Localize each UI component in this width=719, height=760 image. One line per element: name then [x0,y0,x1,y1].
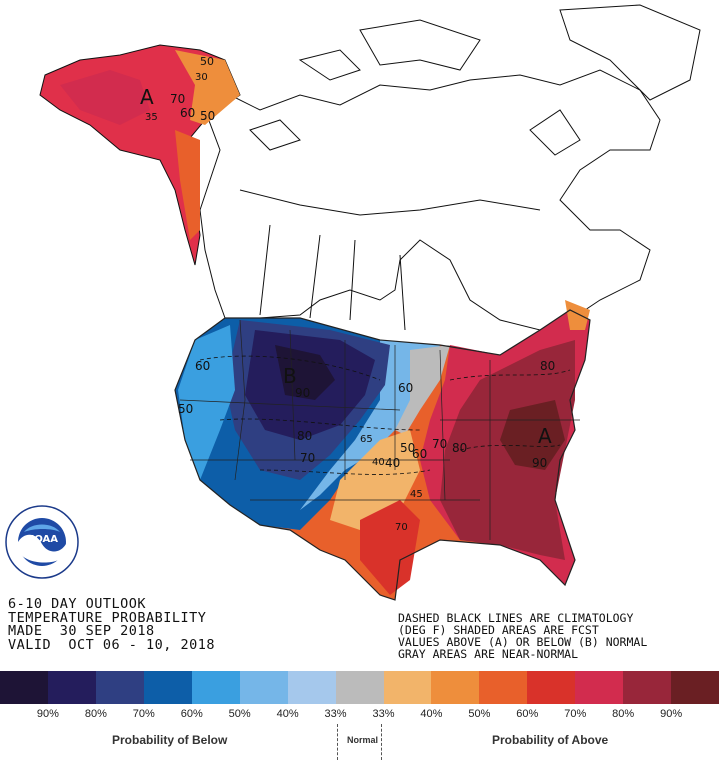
outlook-map: A 50 30 70 60 50 35 B A 60 50 90 80 70 6… [39,4,701,601]
alaska-val-3: 70 [170,92,185,106]
legend-tick-1: 80% [84,708,107,720]
below-val-3: 90 [295,386,310,400]
climatology-lines [199,355,571,475]
legend-swatch-5 [239,671,288,704]
alaska-val-2: 30 [195,72,208,83]
legend-swatch-9 [431,671,480,704]
legend-tick-7: 33% [372,708,395,720]
legend-tick-5: 40% [276,708,299,720]
above-val-8: 70 [395,522,408,533]
legend-tick-6: 33% [324,708,347,720]
noaa-logo-text: NOAA [26,534,58,545]
legend-tick-10: 60% [516,708,539,720]
above-caption: Probability of Above [492,733,609,747]
legend-tick-0: 90% [36,708,59,720]
legend-tick-8: 40% [420,708,443,720]
legend-swatch-10 [479,671,528,704]
legend-swatch-4 [191,671,240,704]
above-val-7: 45 [410,489,423,500]
below-val-2: 50 [178,402,193,416]
normal-caption: Normal [347,735,379,745]
legend-swatch-6 [287,671,336,704]
legend-tick-13: 90% [660,708,683,720]
noaa-logo: NOAA [5,505,79,579]
legend-tick-4: 50% [228,708,251,720]
legend-swatch-13 [623,671,672,704]
legend-swatch-12 [575,671,624,704]
above-val-2: 70 [432,437,447,451]
alaska-val-1: 50 [200,55,214,68]
above-val-5: 50 [400,441,415,455]
legend-swatch-11 [527,671,576,704]
above-val-3: 80 [452,441,467,455]
west-below-label: B [283,364,297,388]
normal-divider-left [337,724,338,760]
above-val-1: 80 [540,359,555,373]
legend-swatch-8 [383,671,432,704]
conus-shading [175,300,590,600]
legend-swatch-7 [335,671,384,704]
legend-tick-9: 50% [468,708,491,720]
alaska-above-label: A [140,85,154,109]
alaska-val-5: 50 [200,109,215,123]
legend-swatch-0 [0,671,48,704]
legend-tick-3: 60% [180,708,203,720]
below-val-7: 60 [398,381,413,395]
alaska-val-4: 60 [180,106,195,120]
below-val-1: 60 [195,359,210,373]
note-line-4: GRAY AREAS ARE NEAR-NORMAL [398,647,579,661]
note-line-3: VALUES ABOVE (A) OR BELOW (B) NORMAL [398,635,648,649]
legend-swatch-3 [143,671,192,704]
below-val-4: 80 [297,429,312,443]
title-line-4: VALID OCT 06 - 10, 2018 [8,636,216,653]
above-val-9: 90 [532,456,547,470]
legend-swatch-2 [95,671,144,704]
legend-tick-2: 70% [132,708,155,720]
note-line-2: (DEG F) SHADED AREAS ARE FCST [398,623,599,637]
legend-swatch-1 [47,671,96,704]
outlook-title-block: 6-10 DAY OUTLOOK TEMPERATURE PROBABILITY… [8,596,216,653]
title-line-2: TEMPERATURE PROBABILITY [8,609,207,626]
legend-tick-12: 80% [612,708,635,720]
above-val-10: 40 [372,457,385,468]
probability-legend-bar [0,671,719,704]
note-line-1: DASHED BLACK LINES ARE CLIMATOLOGY [398,611,634,625]
state-outlines [174,309,591,601]
legend-notes: DASHED BLACK LINES ARE CLIMATOLOGY (DEG … [398,612,647,660]
above-val-6: 40 [385,456,400,470]
above-val-4: 60 [412,447,427,461]
east-above-label: A [538,424,552,448]
legend-swatch-14 [671,671,719,704]
below-val-6: 65 [360,434,373,445]
normal-divider-right [381,724,382,760]
legend-tick-11: 70% [564,708,587,720]
below-caption: Probability of Below [112,733,228,747]
probability-legend-ticks: 90% 80% 70% 60% 50% 40% 33% 33% 40% 50% 60% 70% 80% 9… [0,708,719,722]
alaska-val-6: 35 [145,112,158,123]
title-line-1: 6-10 DAY OUTLOOK [8,596,147,612]
below-val-5: 70 [300,451,315,465]
title-line-3: MADE 30 SEP 2018 [8,623,155,639]
